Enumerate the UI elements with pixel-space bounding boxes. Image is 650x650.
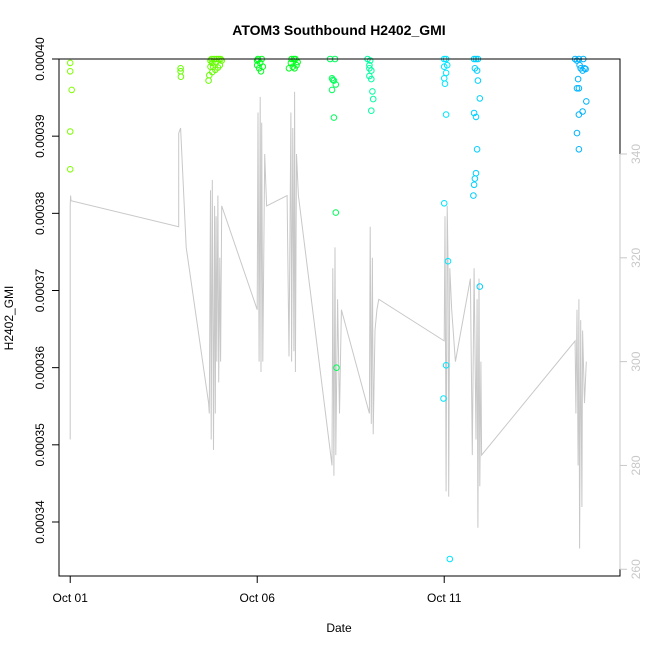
scatter-point <box>581 65 588 72</box>
x-axis: Oct 01 Oct 06 Oct 11 <box>53 575 462 605</box>
scatter-point <box>440 63 448 70</box>
scatter-point <box>476 283 484 290</box>
y-tick-label: 0.00038 <box>33 191 47 235</box>
scatter-point <box>366 65 373 72</box>
y-tick-label: 0.00036 <box>33 346 47 390</box>
scatter-point <box>205 77 212 84</box>
scatter-point <box>330 77 338 84</box>
scatter-point <box>332 209 340 216</box>
scatter-point <box>333 364 340 372</box>
plot-frame <box>58 58 621 577</box>
y-tick-label: 0.00040 <box>33 37 47 81</box>
scatter-point <box>574 75 582 83</box>
y2-tick-label: 340 <box>629 144 643 164</box>
scatter-point <box>66 128 74 135</box>
scatter-point <box>209 68 216 76</box>
chart-title: ATOM3 Southbound H2402_GMI <box>232 22 445 38</box>
scatter-point <box>442 111 450 118</box>
scatter-point <box>177 73 185 80</box>
scatter-point <box>293 61 300 69</box>
x-axis-label: Date <box>326 621 352 635</box>
scatter-point <box>575 111 583 118</box>
scatter-point <box>470 181 478 189</box>
y2-tick-label: 300 <box>629 351 643 371</box>
scatter-point <box>583 98 590 105</box>
y-tick-label: 0.00037 <box>33 268 47 312</box>
scatter-point <box>470 109 478 117</box>
scatter-point <box>68 86 75 94</box>
scatter-point <box>582 65 589 73</box>
scatter-point <box>575 85 583 92</box>
scatter-point <box>576 61 583 69</box>
scatter-point <box>177 65 184 72</box>
scatter-point <box>366 57 374 64</box>
scatter-point <box>289 63 297 70</box>
scatter-point <box>329 76 337 84</box>
secondary-series-layer <box>69 91 587 549</box>
scatter-point <box>218 57 225 64</box>
y-tick-label: 0.00039 <box>33 114 47 158</box>
scatter-point <box>470 192 477 199</box>
scatter-point <box>472 113 480 121</box>
scatter-point <box>442 69 450 77</box>
y-tick-label: 0.00034 <box>33 500 47 544</box>
y-axis-label: H2402_GMI <box>2 286 16 351</box>
scatter-point <box>368 107 375 114</box>
scatter-point <box>474 77 482 84</box>
secondary-series-line <box>69 91 587 549</box>
y2-tick-label: 280 <box>629 455 643 475</box>
scatter-point <box>444 257 452 265</box>
scatter-point <box>575 146 583 153</box>
scatter-point <box>209 59 216 67</box>
scatter-point <box>328 86 336 94</box>
scatter-point <box>573 85 581 92</box>
scatter-point <box>332 81 340 88</box>
scatter-point <box>446 555 454 563</box>
x-tick-label: Oct 06 <box>240 591 276 605</box>
x-tick-label: Oct 11 <box>427 591 462 605</box>
scatter-point <box>330 114 338 121</box>
y2-tick-label: 260 <box>629 559 643 579</box>
scatter-point <box>440 200 448 207</box>
scatter-point <box>579 108 586 115</box>
scatter-point <box>259 63 267 70</box>
scatter-point <box>66 68 74 75</box>
scatter-point <box>472 169 480 177</box>
y2-tick-label: 320 <box>629 247 643 267</box>
y-axis: 0.00034 0.00035 0.00036 0.00037 0.00038 0.000… <box>33 37 60 544</box>
scatter-point <box>253 57 261 64</box>
scatter-point <box>476 95 484 102</box>
scatter-point <box>368 75 375 83</box>
scatter-point <box>473 146 481 153</box>
y-tick-label: 0.00035 <box>33 423 47 467</box>
scatter-point <box>369 95 377 103</box>
scatter-point <box>441 80 449 87</box>
scatter-point <box>573 129 581 137</box>
scatter-point <box>369 88 376 95</box>
scatter-point <box>66 166 74 173</box>
scatter-point <box>442 362 450 369</box>
scatter-points-layer <box>66 55 590 563</box>
scatter-point <box>440 395 447 402</box>
x-tick-label: Oct 01 <box>53 591 89 605</box>
scatter-point <box>440 75 448 82</box>
scatter-point <box>471 175 479 182</box>
y2-axis: 260 280 300 320 340 <box>619 144 643 579</box>
scatter-point <box>473 67 481 74</box>
scatter-point <box>66 59 74 67</box>
